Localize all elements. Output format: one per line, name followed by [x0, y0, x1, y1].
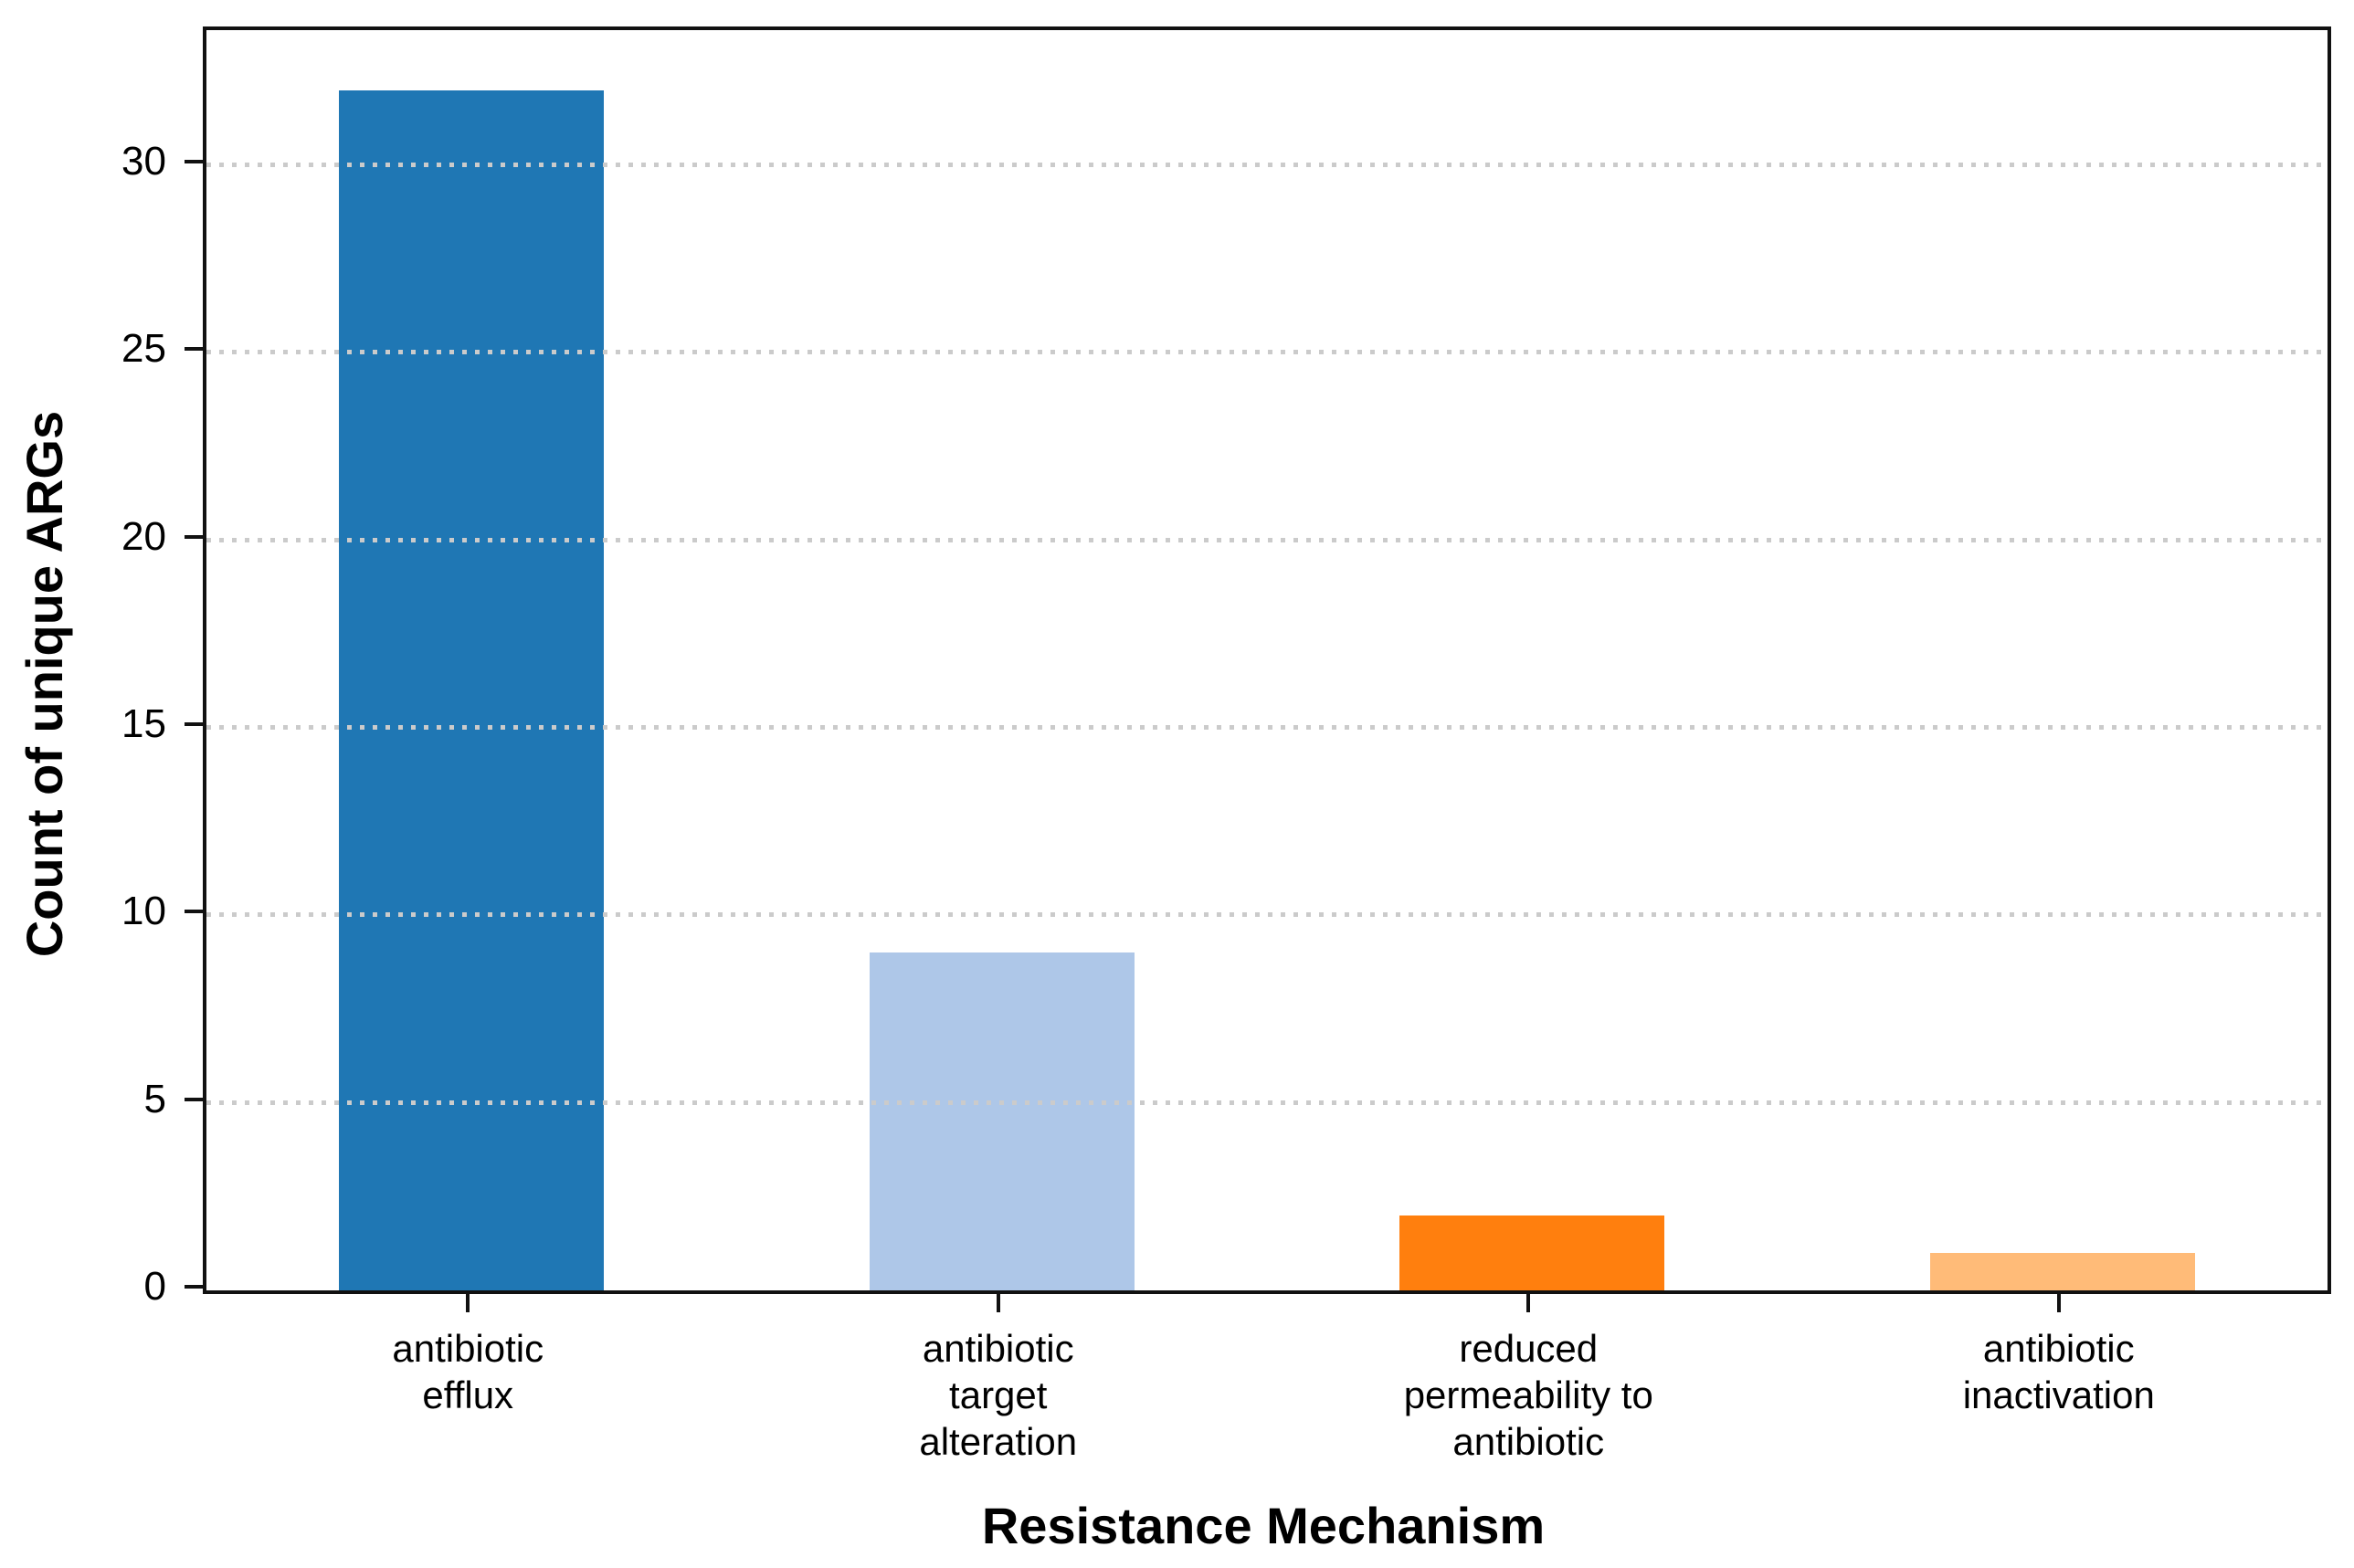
x-axis-title: Resistance Mechanism [981, 1497, 1546, 1554]
y-tick-label-15: 15 [121, 700, 166, 746]
y-tick-mark-30 [185, 159, 203, 163]
x-tick-mark-1 [996, 1294, 1000, 1312]
x-tick-mark-3 [2056, 1294, 2061, 1312]
bar-3 [1929, 1252, 2195, 1290]
y-tick-mark-25 [185, 347, 203, 352]
y-tick-mark-20 [185, 534, 203, 539]
y-tick-label-10: 10 [121, 889, 166, 934]
x-tick-mark-2 [1526, 1294, 1531, 1312]
y-tick-mark-15 [185, 721, 203, 726]
y-tick-mark-10 [185, 910, 203, 914]
plot-area [203, 26, 2331, 1294]
y-tick-label-25: 25 [121, 326, 166, 372]
x-tick-label-1: antibiotic target alteration [919, 1327, 1078, 1464]
x-tick-label-0: antibiotic efflux [392, 1327, 544, 1417]
bar-1 [869, 952, 1135, 1290]
x-tick-mark-0 [466, 1294, 470, 1312]
x-tick-label-3: antibiotic inactivation [1962, 1327, 2155, 1417]
y-tick-mark-0 [185, 1285, 203, 1289]
x-tick-label-2: reduced permeability to antibiotic [1403, 1327, 1653, 1464]
y-tick-mark-5 [185, 1097, 203, 1101]
y-tick-label-30: 30 [121, 138, 166, 184]
bar-0 [339, 89, 605, 1290]
bar-2 [1399, 1215, 1665, 1290]
y-tick-label-0: 0 [143, 1264, 166, 1309]
y-tick-label-5: 5 [143, 1076, 166, 1121]
y-tick-label-20: 20 [121, 513, 166, 559]
